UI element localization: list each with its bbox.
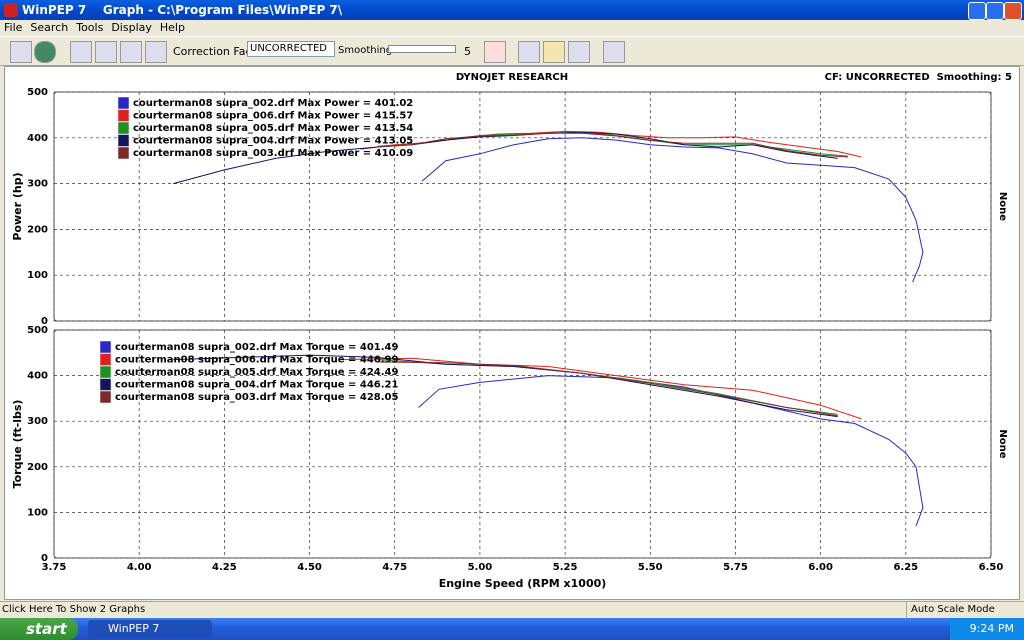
x-tick-label: 5.25: [553, 562, 578, 573]
series-line: [418, 375, 924, 527]
right-label: None: [997, 192, 1008, 221]
y-tick-label: 200: [27, 462, 48, 473]
legend-label: courterman08 supra_005.drf Max Power = 4…: [133, 123, 413, 134]
x-tick-label: 5.00: [468, 562, 493, 573]
x-tick-label: 4.00: [127, 562, 152, 573]
x-tick-label: 5.50: [638, 562, 663, 573]
right-label: None: [997, 429, 1008, 458]
smoothing-value: 5: [464, 45, 471, 58]
y-tick-label: 100: [27, 507, 48, 518]
menu-bar: File Search Tools Display Help: [0, 20, 1024, 35]
legend-swatch: [117, 134, 130, 147]
legend-swatch: [99, 353, 112, 366]
y-tick-label: 400: [27, 371, 48, 382]
app-icon: [4, 3, 18, 17]
status-bar: Click Here To Show 2 Graphs Auto Scale M…: [0, 601, 1024, 618]
x-tick-label: 6.25: [893, 562, 918, 573]
correction-label: Correction Factor:: [173, 45, 271, 58]
legend-swatch: [99, 365, 112, 379]
legend-label: courterman08 supra_002.drf Max Power = 4…: [133, 98, 413, 109]
legend-swatch: [99, 378, 112, 391]
correction-select[interactable]: UNCORRECTED: [247, 41, 335, 57]
clock: 9:24 PM: [950, 618, 1024, 640]
y-tick-label: 300: [27, 416, 48, 427]
maximize-button[interactable]: [986, 2, 1004, 20]
x-tick-label: 6.00: [808, 562, 833, 573]
window-title: WinPEP 7 Graph - C:\Program Files\WinPEP…: [22, 3, 343, 17]
menu-item[interactable]: File: [4, 21, 23, 34]
minimize-button[interactable]: [968, 2, 986, 20]
legend-swatch: [117, 96, 130, 110]
menu-item[interactable]: Help: [159, 21, 185, 34]
y-tick-label: 0: [41, 316, 48, 327]
series-line: [377, 132, 848, 158]
tool-button[interactable]: [95, 41, 117, 63]
charts: DYNOJET RESEARCH CF: UNCORRECTED Smoothi…: [11, 72, 1012, 590]
tool-button[interactable]: [120, 41, 142, 63]
taskbar: start WinPEP 7 9:24 PM: [0, 618, 1024, 640]
y-tick-label: 500: [27, 87, 48, 98]
x-tick-label: 6.50: [979, 562, 1004, 573]
y-tick-label: 500: [27, 325, 48, 336]
y-tick-label: 100: [27, 270, 48, 281]
x-tick-label: 5.75: [723, 562, 748, 573]
tool-button[interactable]: [10, 41, 32, 63]
status-right: Auto Scale Mode: [906, 602, 995, 618]
y-tick-label: 300: [27, 179, 48, 190]
y-tick-label: 200: [27, 224, 48, 235]
legend-label: courterman08 supra_003.drf Max Power = 4…: [133, 148, 413, 159]
graph-info: CF: UNCORRECTED Smoothing: 5: [825, 72, 1012, 83]
tool-button[interactable]: [568, 41, 590, 63]
legend-swatch: [117, 146, 130, 160]
close-button[interactable]: [1004, 2, 1022, 20]
title-bar: WinPEP 7 Graph - C:\Program Files\WinPEP…: [0, 0, 1024, 20]
x-axis-title: Engine Speed (RPM x1000): [439, 577, 607, 590]
menu-item[interactable]: Search: [30, 21, 69, 34]
legend-swatch: [117, 109, 130, 122]
y-tick-label: 400: [27, 133, 48, 144]
tool-button[interactable]: [543, 41, 565, 63]
menu-item[interactable]: Display: [111, 21, 152, 34]
series-line: [343, 357, 862, 420]
tool-button[interactable]: [484, 41, 506, 63]
x-tick-label: 4.50: [297, 562, 322, 573]
series-line: [173, 354, 838, 418]
legend-label: courterman08 supra_003.drf Max Torque = …: [115, 392, 398, 403]
tool-button[interactable]: [34, 41, 56, 63]
menu-item[interactable]: Tools: [76, 21, 104, 34]
tool-button[interactable]: [603, 41, 625, 63]
legend-label: courterman08 supra_005.drf Max Torque = …: [115, 367, 398, 378]
x-tick-label: 3.75: [42, 562, 67, 573]
legend-label: courterman08 supra_004.drf Max Power = 4…: [133, 136, 413, 147]
start-button[interactable]: start: [0, 618, 78, 640]
legend-label: courterman08 supra_006.drf Max Torque = …: [115, 355, 398, 366]
status-left[interactable]: Click Here To Show 2 Graphs: [2, 604, 146, 615]
legend-swatch: [99, 390, 112, 404]
legend-label: courterman08 supra_006.drf Max Power = 4…: [133, 111, 413, 122]
tool-button[interactable]: [70, 41, 92, 63]
y-tick-label: 0: [41, 553, 48, 564]
x-tick-label: 4.75: [382, 562, 407, 573]
series-line: [421, 137, 924, 283]
toolbar: Correction Factor: UNCORRECTED Smoothing…: [0, 36, 1024, 66]
smoothing-label: Smoothing:: [338, 45, 396, 56]
y-axis-title: Power (hp): [11, 172, 24, 240]
legend-swatch: [117, 121, 130, 135]
tool-button[interactable]: [518, 41, 540, 63]
x-tick-label: 4.25: [212, 562, 237, 573]
task-button[interactable]: WinPEP 7: [88, 620, 212, 638]
series-line: [377, 361, 838, 417]
tool-button[interactable]: [145, 41, 167, 63]
legend-swatch: [99, 340, 112, 354]
graph-title: DYNOJET RESEARCH: [456, 72, 568, 83]
legend-label: courterman08 supra_002.drf Max Torque = …: [115, 342, 398, 353]
y-axis-title: Torque (ft-lbs): [11, 400, 24, 489]
smoothing-slider[interactable]: [388, 45, 456, 53]
legend-label: courterman08 supra_004.drf Max Torque = …: [115, 380, 398, 391]
